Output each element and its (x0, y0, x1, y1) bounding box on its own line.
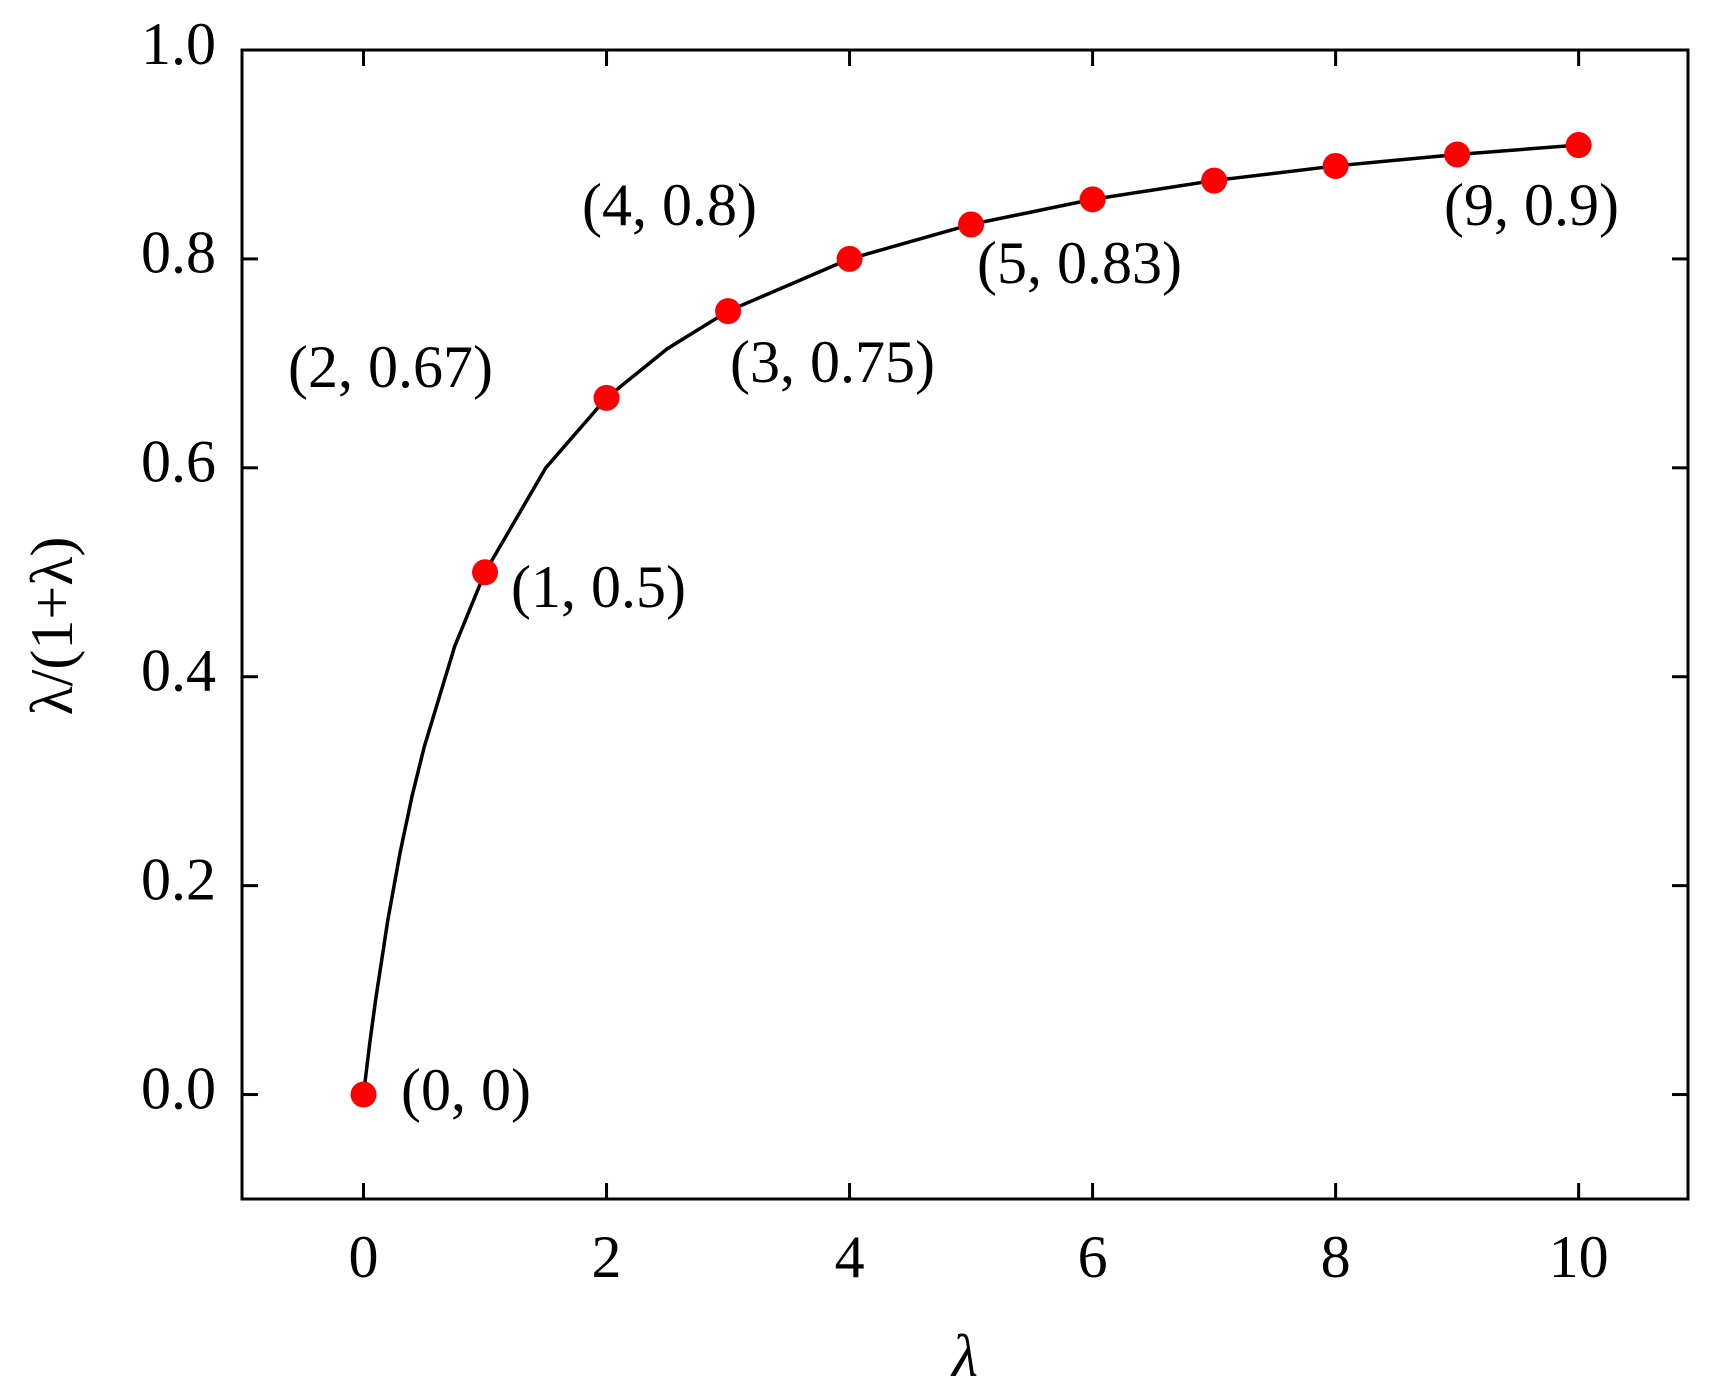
annotation: (0, 0) (401, 1057, 531, 1123)
curve (361, 143, 1579, 1095)
x-tick-label: 2 (592, 1224, 622, 1290)
y-axis-label: λ/(1+λ) (19, 537, 85, 716)
point (958, 211, 985, 238)
point (836, 245, 863, 272)
point (593, 384, 620, 411)
annotation: (9, 0.9) (1444, 172, 1619, 238)
y-tick-label: 0.0 (141, 1055, 216, 1121)
point (715, 298, 742, 325)
plot-frame (240, 48, 1690, 1201)
point (350, 1081, 377, 1108)
y-tick-label: 0.2 (141, 846, 216, 912)
x-tick-label: 6 (1078, 1224, 1108, 1290)
x-tick-label: 8 (1321, 1224, 1351, 1290)
annotation: (3, 0.75) (730, 329, 935, 395)
point (472, 559, 499, 586)
annotation: (1, 0.5) (511, 554, 686, 620)
point (1565, 132, 1592, 159)
point (1444, 141, 1471, 168)
annotation: (2, 0.67) (288, 334, 493, 400)
x-tick-label: 4 (835, 1224, 865, 1290)
y-tick-label: 0.4 (141, 637, 216, 703)
x-tick-label: 0 (349, 1224, 379, 1290)
y-tick-label: 0.6 (141, 429, 216, 495)
point (1079, 186, 1106, 213)
point (1201, 167, 1228, 194)
y-tick-label: 1.0 (141, 11, 216, 77)
annotation: (5, 0.83) (977, 230, 1182, 296)
x-tick-label: 10 (1549, 1224, 1609, 1290)
annotation: (4, 0.8) (582, 172, 757, 238)
y-tick-label: 0.8 (141, 220, 216, 286)
point (1322, 152, 1349, 179)
x-axis-label: λ (950, 1323, 978, 1389)
